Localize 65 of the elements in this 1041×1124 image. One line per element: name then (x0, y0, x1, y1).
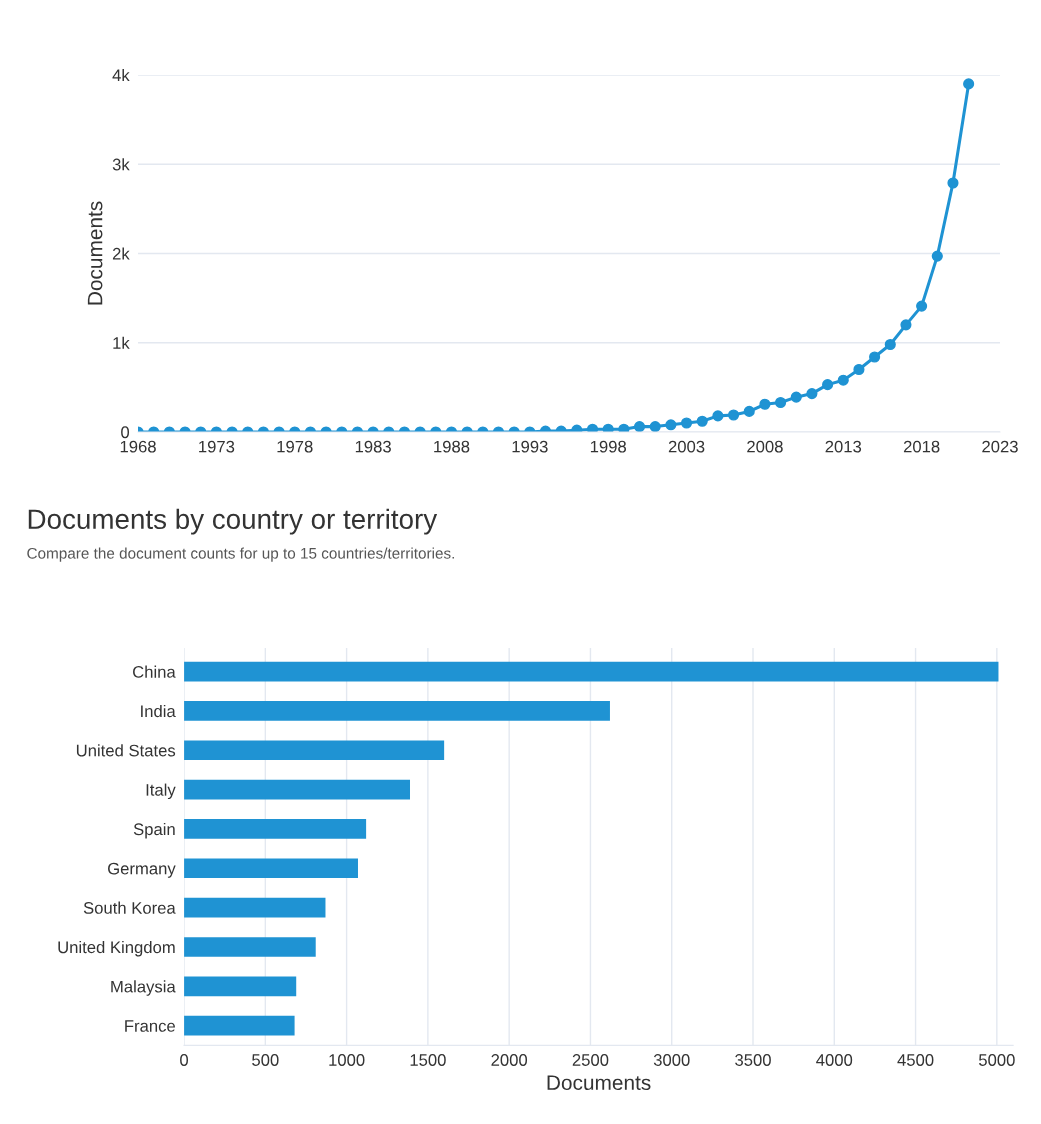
y-tick-label: 4k (112, 68, 130, 82)
x-tick-label: 2008 (747, 440, 783, 453)
x-tick-label: 3500 (735, 1054, 771, 1066)
y-tick-label: South Korea (83, 901, 176, 914)
x-tick-label: 1983 (355, 440, 391, 453)
x-axis-title: Documents (547, 1075, 651, 1091)
x-tick-label: 1973 (199, 440, 235, 453)
y-tick-label: France (125, 1020, 175, 1032)
y-axis-title: Documents (87, 201, 103, 305)
x-tick-label: 4500 (897, 1054, 934, 1066)
point (900, 319, 912, 331)
x-tick-label: 1978 (277, 440, 313, 453)
y-tick-label: India (141, 704, 176, 718)
point (743, 405, 755, 417)
x-tick-label: 1968 (120, 440, 156, 453)
x-tick-label: 2013 (825, 440, 862, 453)
x-tick-label: 500 (252, 1054, 279, 1066)
x-tick-label: 2003 (668, 440, 705, 453)
y-tick-label: United States (76, 744, 176, 757)
point (884, 338, 896, 351)
point (869, 351, 881, 363)
point (931, 250, 943, 262)
y-tick-label: Germany (108, 862, 176, 878)
chart-subtitle: Compare the document counts for up to 15 countries/territories. (27, 547, 454, 562)
bar (184, 819, 367, 839)
x-tick-label: 2023 (982, 440, 1018, 453)
point (618, 423, 630, 432)
y-tick-label: Spain (133, 822, 175, 839)
x-tick-label: 2500 (572, 1054, 609, 1066)
bar (184, 701, 610, 721)
y-tick-label: 1k (113, 336, 130, 349)
bar (184, 1015, 295, 1036)
y-tick-label: China (133, 665, 176, 678)
point (759, 398, 771, 410)
x-tick-label: 1988 (434, 440, 470, 453)
bar (184, 897, 326, 918)
point (853, 363, 865, 376)
x-tick-label: 1000 (329, 1054, 365, 1066)
point (602, 423, 614, 432)
y-tick-label: United Kingdom (58, 940, 175, 957)
bar (184, 779, 411, 800)
point (947, 177, 959, 189)
x-tick-label: 2018 (903, 440, 940, 453)
y-tick-label: 0 (121, 426, 130, 439)
y-tick-label: 2k (112, 247, 130, 260)
x-tick-label: 1500 (410, 1054, 446, 1066)
x-tick-label: 0 (180, 1054, 189, 1066)
point (790, 391, 802, 403)
y-tick-label: Malaysia (111, 980, 176, 996)
bar (184, 661, 999, 682)
point (916, 300, 928, 312)
x-tick-label: 1998 (590, 440, 627, 453)
bar (184, 740, 445, 761)
bar (184, 937, 316, 957)
y-tick-label: Italy (146, 783, 176, 800)
bar (184, 976, 297, 997)
bar (184, 858, 358, 879)
point (837, 374, 849, 386)
x-tick-label: 4000 (816, 1054, 853, 1066)
x-tick-label: 1993 (512, 440, 548, 453)
chart-title: Documents by country or territory (28, 508, 438, 535)
y-tick-label: 3k (112, 158, 130, 171)
x-tick-label: 3000 (653, 1054, 690, 1066)
x-tick-label: 2000 (491, 1054, 528, 1066)
x-tick-label: 5000 (978, 1054, 1015, 1066)
